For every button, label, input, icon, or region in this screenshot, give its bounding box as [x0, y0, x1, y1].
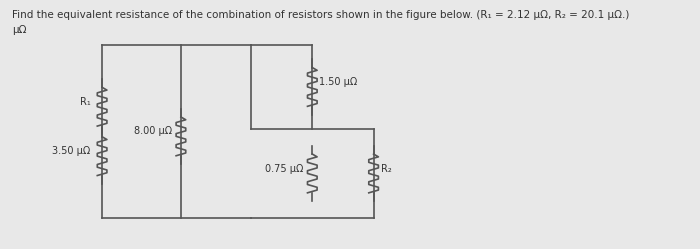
Text: R₁: R₁	[80, 97, 91, 107]
Text: 1.50 μΩ: 1.50 μΩ	[319, 77, 358, 87]
Text: μΩ: μΩ	[12, 25, 27, 35]
Text: 0.75 μΩ: 0.75 μΩ	[265, 164, 304, 174]
Text: 8.00 μΩ: 8.00 μΩ	[134, 126, 172, 136]
Text: R₂: R₂	[381, 164, 391, 174]
Text: Find the equivalent resistance of the combination of resistors shown in the figu: Find the equivalent resistance of the co…	[12, 10, 629, 20]
Text: 3.50 μΩ: 3.50 μΩ	[52, 146, 91, 156]
